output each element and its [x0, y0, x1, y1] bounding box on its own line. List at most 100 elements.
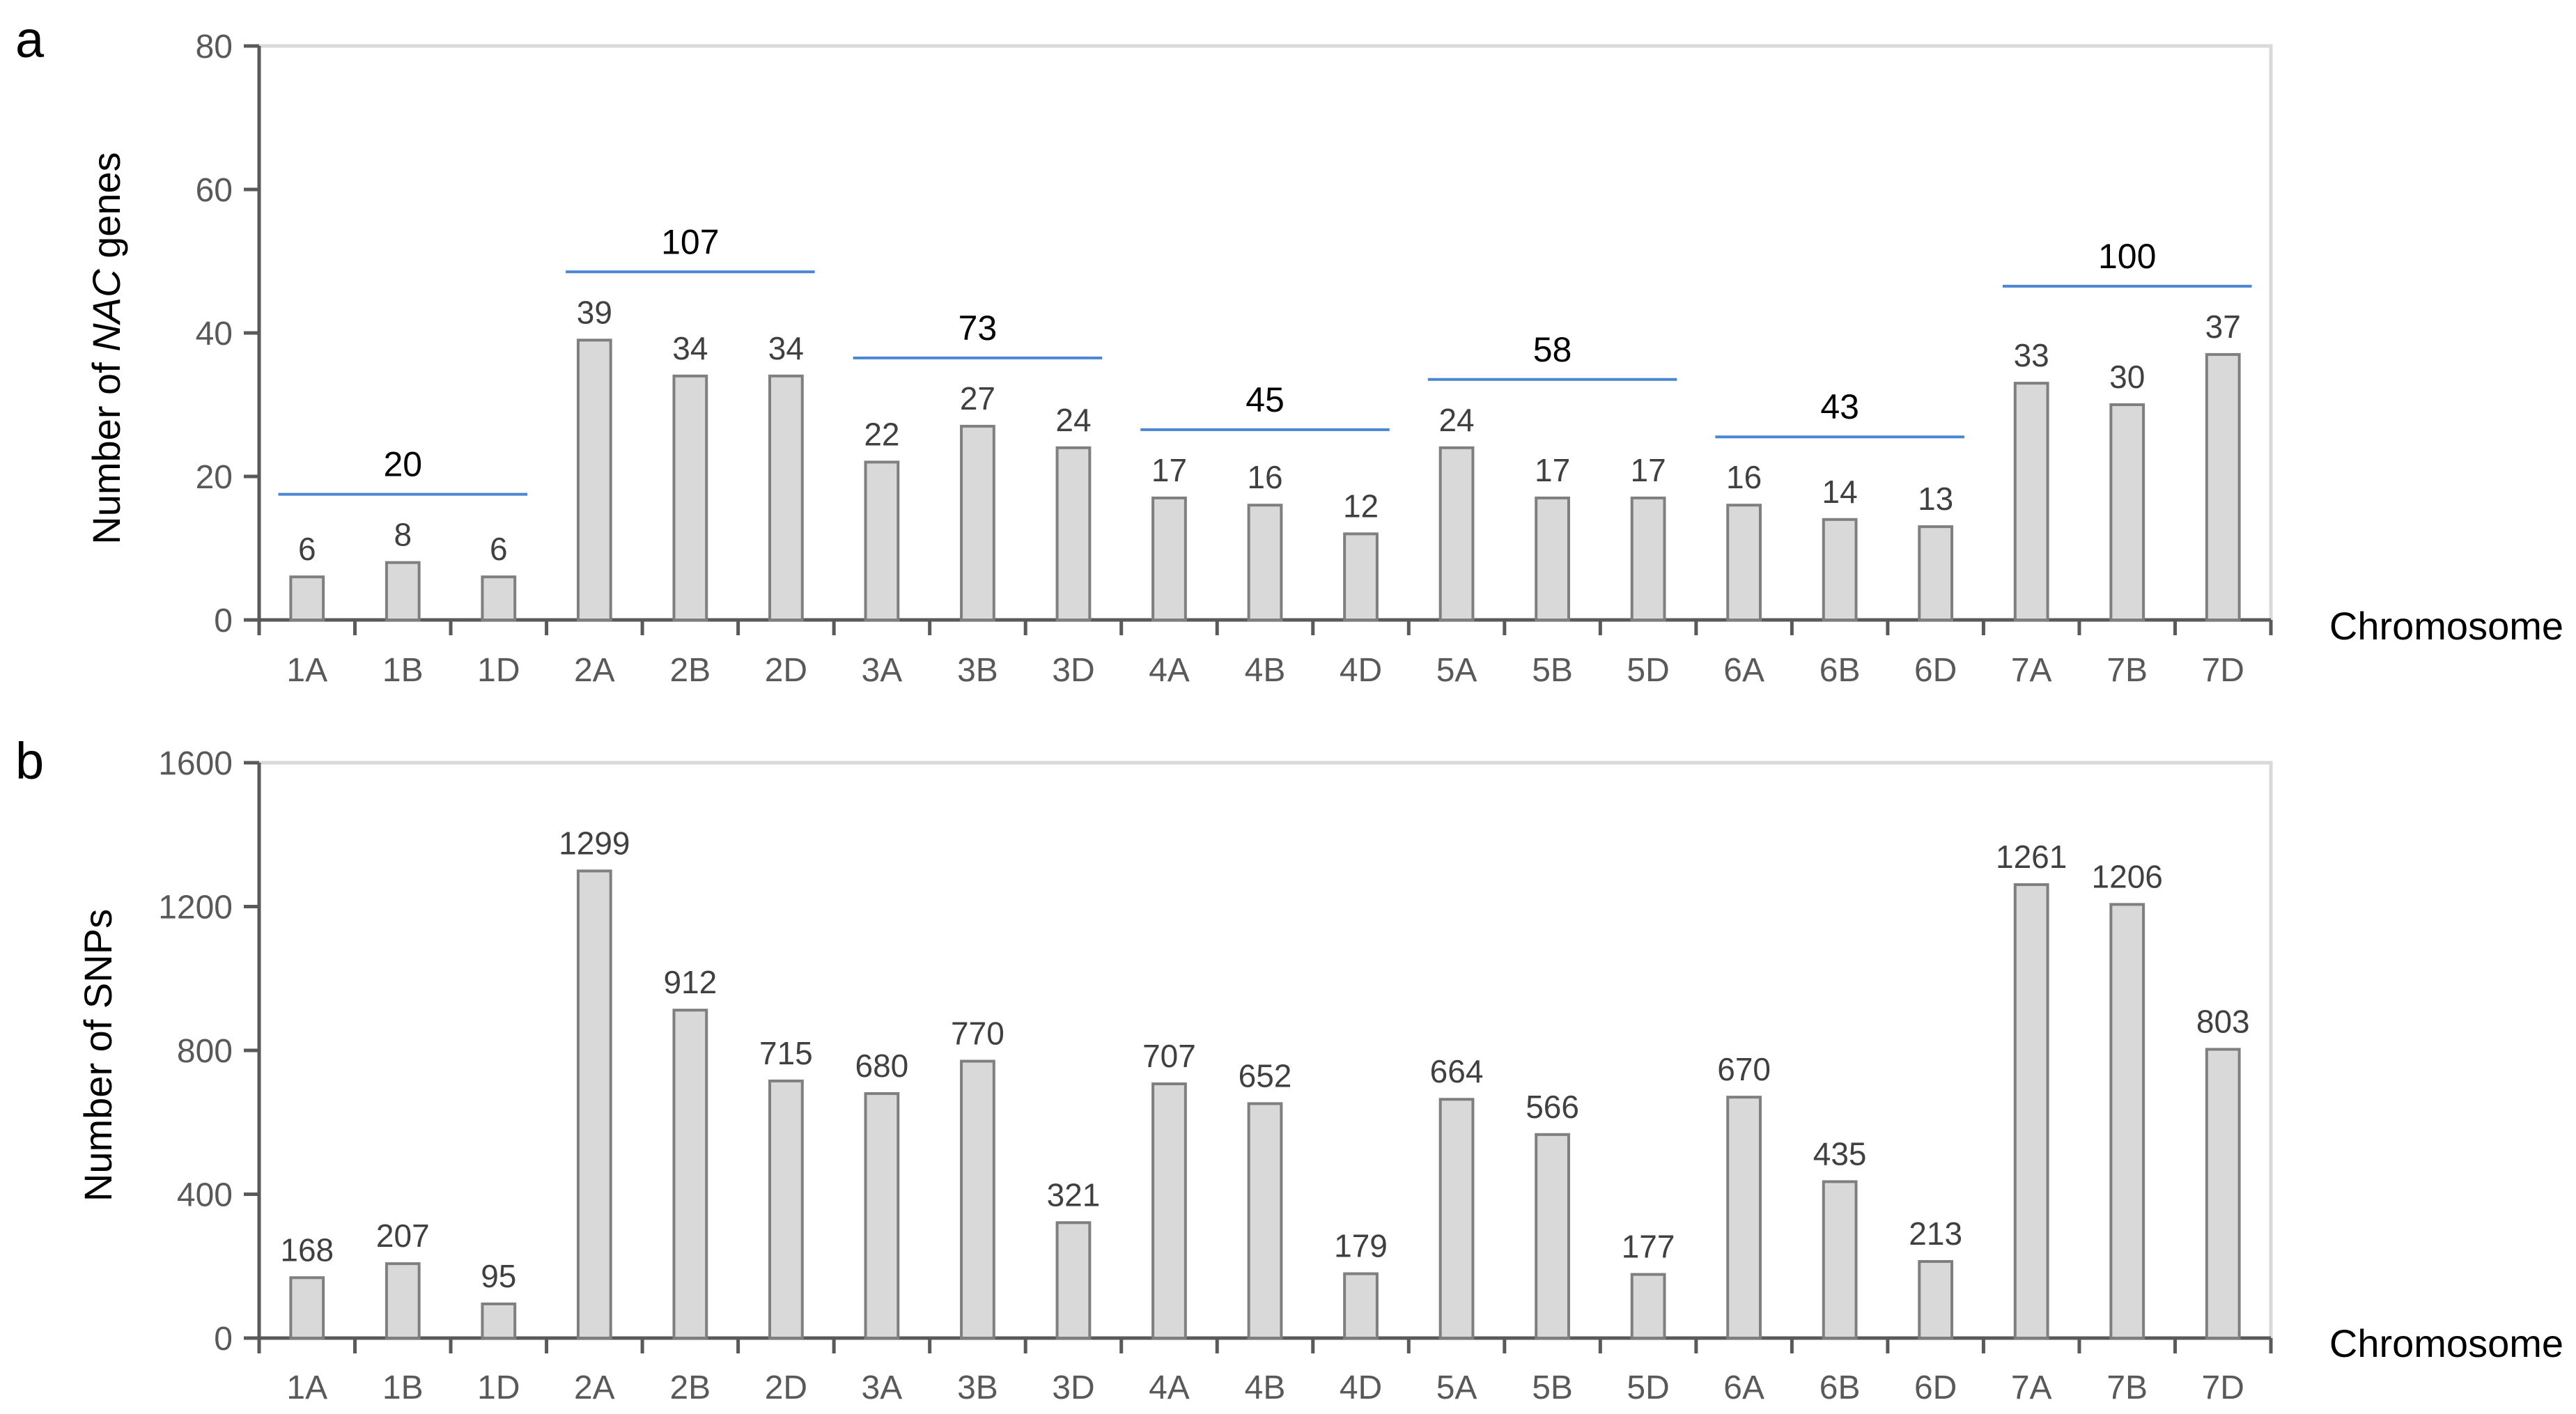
- panel-a-bar-2B: [672, 374, 708, 621]
- panel-a-bar-1A: [289, 575, 325, 622]
- panel-b-y-tick-label: 400: [177, 1177, 233, 1214]
- panel-a-data-label-7A: 33: [2014, 337, 2049, 373]
- panel-b-bar-1B: [385, 1262, 421, 1339]
- panel-b-y-tick-label: 800: [177, 1033, 233, 1070]
- panel-b-data-label-6A: 670: [1717, 1051, 1771, 1087]
- panel-a-bar-6D: [1918, 525, 1954, 621]
- panel-a-bar-3A: [864, 460, 900, 622]
- panel-b-x-tick-label-7D: 7D: [2202, 1369, 2244, 1406]
- panel-b-data-label-5B: 566: [1526, 1089, 1579, 1125]
- panel-b-bar-5A: [1438, 1098, 1475, 1339]
- panel-b-letter: b: [15, 732, 44, 790]
- panel-a-plot-area: 0 20 40 60 80 6 1A 8 1B 6 1D 39 2A 34 2B 34 2D 22 3A 27 3B 24…: [196, 29, 2273, 689]
- panel-a-bar-5A: [1438, 446, 1475, 621]
- panel-b-y-tick-label: 1200: [158, 889, 233, 926]
- panel-a-x-tick-label-1A: 1A: [286, 652, 327, 689]
- panel-b-plot-frame: [259, 761, 2273, 1338]
- panel-a-bar-4D: [1343, 532, 1379, 622]
- panel-a-bar-5B: [1535, 496, 1570, 622]
- panel-a-x-axis-title: Chromosome: [2329, 604, 2563, 648]
- panel-a-x-tick-label-1D: 1D: [477, 652, 520, 689]
- panel-a-data-label-6A: 16: [1726, 459, 1762, 495]
- panel-a-bar-7B: [2109, 403, 2146, 621]
- panel-a-data-label-5A: 24: [1438, 402, 1474, 438]
- panel-a-plot-frame: [259, 44, 2273, 620]
- panel-b-y-tick-label: 0: [214, 1321, 233, 1358]
- panel-b-bar-7A: [2013, 883, 2049, 1340]
- panel-b-bar-2A: [576, 869, 612, 1339]
- panel-a-x-tick-label-7B: 7B: [2106, 652, 2148, 689]
- panel-b-bar-6D: [1918, 1260, 1954, 1339]
- panel-a-data-label-5B: 17: [1535, 452, 1570, 488]
- panel-b-x-axis-title: Chromosome: [2329, 1321, 2563, 1365]
- panel-a: a Number of NAC genes Chromosome 0 20 40 60…: [15, 10, 2563, 689]
- panel-b-x-tick-label-6D: 6D: [1914, 1369, 1957, 1406]
- panel-b-x-tick-label-7A: 7A: [2011, 1369, 2052, 1406]
- panel-a-bar-5D: [1630, 496, 1666, 622]
- panel-a-x-tick-label-4D: 4D: [1340, 652, 1382, 689]
- panel-a-x-tick-label-5B: 5B: [1532, 652, 1573, 689]
- panel-b-data-label-6B: 435: [1813, 1135, 1867, 1172]
- panel-a-data-label-2D: 34: [768, 330, 804, 366]
- panel-b-bar-3B: [960, 1059, 995, 1340]
- panel-b-bar-1D: [481, 1302, 517, 1340]
- panel-a-x-tick-label-6B: 6B: [1820, 652, 1861, 689]
- panel-a-group-total-5: 58: [1533, 330, 1572, 369]
- panel-b-bar-2B: [672, 1009, 708, 1340]
- panel-b-data-label-3D: 321: [1047, 1176, 1101, 1213]
- panel-a-data-label-3A: 22: [864, 416, 899, 452]
- panel-b-data-label-7D: 803: [2196, 1003, 2250, 1039]
- panel-b-data-label-1B: 207: [376, 1218, 430, 1254]
- panel-b-bar-3A: [864, 1091, 900, 1339]
- panel-a-y-title-post: genes: [84, 152, 128, 269]
- panel-b-data-label-4A: 707: [1142, 1038, 1196, 1074]
- panel-b-bar-1A: [289, 1276, 325, 1340]
- panel-a-y-title-pre: Number of: [84, 352, 128, 545]
- panel-a-y-tick-label: 80: [196, 29, 233, 65]
- panel-a-bar-6A: [1726, 504, 1762, 622]
- panel-b-bar-5D: [1630, 1273, 1666, 1340]
- panel-a-x-tick-label-6A: 6A: [1723, 652, 1764, 689]
- panel-a-group-total-3: 73: [959, 309, 998, 348]
- panel-a-x-tick-label-2A: 2A: [574, 652, 615, 689]
- panel-a-bar-7D: [2205, 352, 2241, 621]
- panel-a-x-tick-label-4A: 4A: [1149, 652, 1190, 689]
- panel-b-y-tick-label: 1600: [158, 745, 233, 782]
- panel-a-data-label-1D: 6: [490, 531, 508, 567]
- panel-b-data-label-5D: 177: [1622, 1229, 1675, 1265]
- panel-a-group-total-4: 45: [1246, 380, 1285, 419]
- panel-b-data-label-6D: 213: [1909, 1215, 1962, 1252]
- panel-b-bar-4D: [1343, 1272, 1379, 1340]
- panel-b-x-tick-label-3A: 3A: [862, 1369, 903, 1406]
- panel-a-bar-4A: [1151, 496, 1187, 622]
- panel-a-data-label-3D: 24: [1055, 402, 1091, 438]
- panel-a-bar-7A: [2013, 382, 2049, 621]
- panel-b-data-label-7B: 1206: [2092, 858, 2163, 894]
- panel-a-data-label-4D: 12: [1343, 488, 1379, 524]
- panel-b-x-tick-label-5D: 5D: [1627, 1369, 1669, 1406]
- panel-b-x-tick-label-6B: 6B: [1820, 1369, 1861, 1406]
- panel-b-plot-area: 0 400 800 1200 1600 168 1A 207 1B 95 1D 1299 2A 912 2B…: [158, 745, 2273, 1406]
- panel-a-data-label-6D: 13: [1918, 481, 1953, 517]
- panel-a-x-tick-label-4B: 4B: [1245, 652, 1286, 689]
- panel-a-y-tick-label: 60: [196, 172, 233, 209]
- panel-b-x-tick-label-1D: 1D: [477, 1369, 520, 1406]
- panel-b-bar-6A: [1726, 1096, 1762, 1340]
- panel-a-y-tick-label: 40: [196, 316, 233, 352]
- panel-b-bar-4A: [1151, 1082, 1187, 1339]
- panel-a-bar-1B: [385, 561, 421, 621]
- panel-a-bar-2D: [768, 374, 804, 621]
- panel-a-data-label-2A: 39: [577, 294, 612, 330]
- panel-a-bar-3D: [1055, 446, 1092, 621]
- panel-b-data-label-4D: 179: [1334, 1228, 1388, 1264]
- panel-a-group-total-2: 107: [661, 222, 719, 261]
- panel-b-x-tick-label-1B: 1B: [382, 1369, 424, 1406]
- panel-b-data-label-2D: 715: [759, 1035, 813, 1071]
- panel-b-x-tick-label-2D: 2D: [765, 1369, 807, 1406]
- panel-a-data-label-4B: 16: [1247, 459, 1282, 495]
- panel-a-group-total-1: 20: [383, 445, 422, 484]
- panel-b-x-tick-label-7B: 7B: [2106, 1369, 2148, 1406]
- panel-b-data-label-4B: 652: [1239, 1057, 1292, 1094]
- panel-b-data-label-1A: 168: [280, 1232, 334, 1268]
